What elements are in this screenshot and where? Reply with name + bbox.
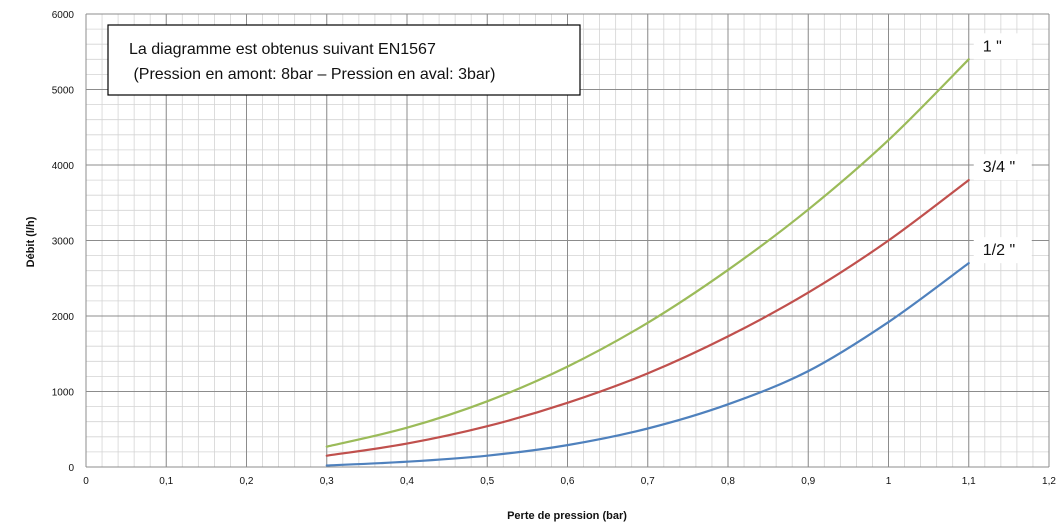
annotation-box: La diagramme est obtenus suivant EN1567 … bbox=[107, 24, 581, 96]
annotation-line-2: (Pression en amont: 8bar – Pression en a… bbox=[129, 66, 495, 83]
annotation-line-1: La diagramme est obtenus suivant EN1567 bbox=[129, 41, 436, 58]
series-labels: 1/2 " 3/4 " 1 " bbox=[973, 33, 1032, 264]
x-tick-label: 0,1 bbox=[159, 476, 173, 487]
x-axis-title: Perte de pression (bar) bbox=[507, 510, 627, 522]
y-tick-label: 0 bbox=[68, 463, 74, 474]
y-axis-title: Débit (l/h) bbox=[25, 216, 37, 267]
x-tick-label: 1,1 bbox=[962, 476, 976, 487]
series-line-0 bbox=[325, 262, 970, 467]
x-tick-label: 0,4 bbox=[400, 476, 414, 487]
x-tick-label: 0,2 bbox=[240, 476, 254, 487]
x-tick-label: 1 bbox=[886, 476, 892, 487]
series-label-bg bbox=[973, 237, 1032, 264]
y-tick-label: 1000 bbox=[52, 388, 75, 399]
x-tick-label: 0,9 bbox=[801, 476, 815, 487]
series-lines bbox=[325, 58, 970, 467]
x-tick-label: 0,8 bbox=[721, 476, 735, 487]
x-tick-label: 0,5 bbox=[480, 476, 494, 487]
series-label-bg bbox=[973, 33, 1032, 60]
series-label-2: 1 " bbox=[983, 38, 1002, 55]
x-tick-label: 0,6 bbox=[561, 476, 575, 487]
series-line-2 bbox=[325, 58, 970, 448]
y-tick-label: 4000 bbox=[52, 161, 75, 172]
y-tick-labels: 0 1000 2000 3000 4000 5000 6000 bbox=[52, 10, 75, 474]
series-label-1: 3/4 " bbox=[983, 159, 1015, 176]
x-tick-label: 0 bbox=[83, 476, 89, 487]
y-tick-label: 3000 bbox=[52, 237, 75, 248]
y-tick-label: 6000 bbox=[52, 10, 75, 21]
y-tick-label: 5000 bbox=[52, 86, 75, 97]
x-tick-label: 0,7 bbox=[641, 476, 655, 487]
y-tick-label: 2000 bbox=[52, 312, 75, 323]
x-tick-label: 0,3 bbox=[320, 476, 334, 487]
series-line-1 bbox=[325, 179, 970, 457]
series-label-bg bbox=[973, 154, 1032, 181]
x-tick-labels: 0 0,1 0,2 0,3 0,4 0,5 0,6 0,7 0,8 0,9 1 1,1 1,2 bbox=[83, 476, 1056, 487]
series-label-0: 1/2 " bbox=[983, 242, 1015, 259]
x-tick-label: 1,2 bbox=[1042, 476, 1056, 487]
